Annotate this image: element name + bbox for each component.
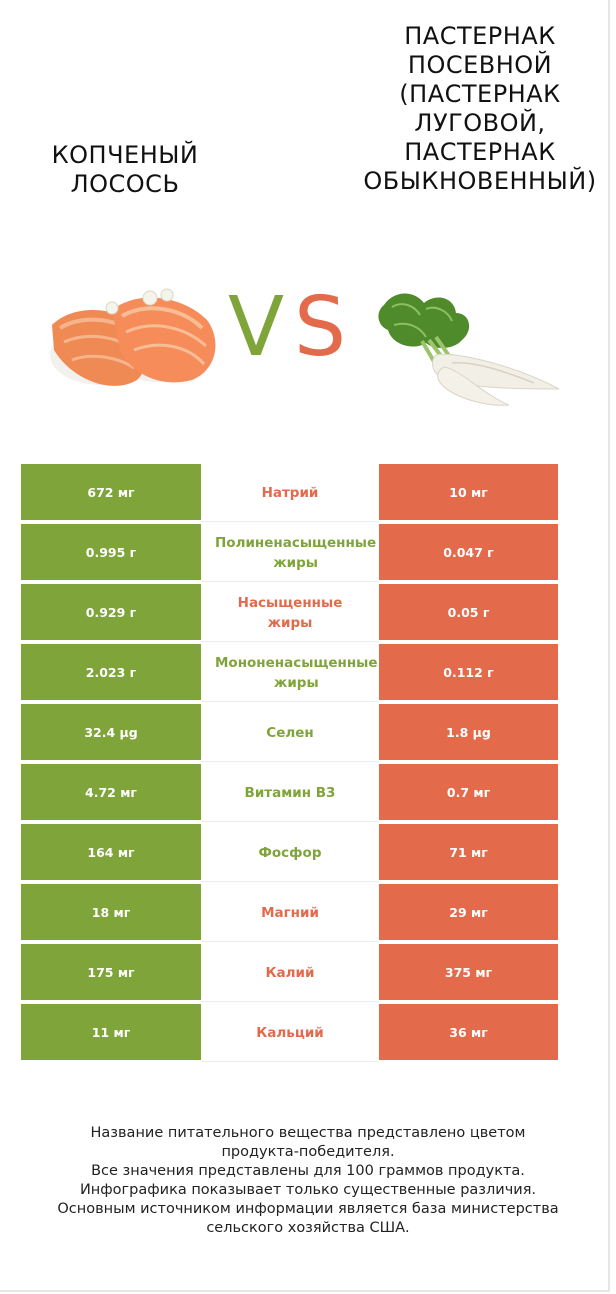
nutrient-label: Мононенасыщенные жиры — [215, 653, 378, 693]
left-value: 4.72 мг — [21, 764, 201, 822]
nutrient-name: Фосфор — [201, 824, 379, 882]
right-title-line: (Пастернак — [399, 80, 561, 108]
right-value: 0.7 мг — [379, 764, 558, 822]
nutrient-name: Витамин B3 — [201, 764, 379, 822]
nutrient-name: Кальций — [201, 1004, 379, 1062]
nutrient-name: Селен — [201, 704, 379, 762]
nutrient-label: Селен — [266, 724, 314, 741]
footer-line: сельского хозяйства США. — [206, 1220, 410, 1236]
nutrient-label-line: Мононенасыщенные — [215, 654, 378, 671]
left-value: 32.4 µg — [21, 704, 201, 762]
left-value: 0.995 г — [21, 524, 201, 582]
right-value: 375 мг — [379, 944, 558, 1002]
vs-label: V S — [228, 280, 358, 375]
right-value: 36 мг — [379, 1004, 558, 1062]
right-value: 0.047 г — [379, 524, 558, 582]
right-value: 0.112 г — [379, 644, 558, 702]
nutrient-label: Насыщенные жиры — [238, 593, 343, 633]
nutrient-label-line: Полиненасыщенные — [215, 534, 377, 551]
nutrient-label: Кальций — [256, 1024, 324, 1041]
parsnip-image — [378, 293, 560, 406]
nutrient-label-line: жиры — [267, 614, 313, 631]
comparison-table: 672 мг Натрий 10 мг 0.995 г Полиненасыще… — [21, 464, 558, 1064]
left-food-title: копченый лосось — [51, 141, 199, 198]
left-value: 672 мг — [21, 464, 201, 522]
nutrient-name: Магний — [201, 884, 379, 942]
table-row: 175 мг Калий 375 мг — [21, 944, 558, 1004]
table-row: 18 мг Магний 29 мг — [21, 884, 558, 944]
nutrient-name: Полиненасыщенные жиры — [201, 524, 379, 582]
left-value: 11 мг — [21, 1004, 201, 1062]
nutrient-label-line: жиры — [273, 674, 319, 691]
right-title-line: обыкновенный) — [363, 167, 597, 195]
footer-line: Инфографика показывает только существенн… — [79, 1182, 537, 1198]
right-title-line: Пастернак — [404, 22, 556, 50]
right-title-line: Пастернак — [404, 138, 556, 166]
nutrient-label-line: Насыщенные — [237, 594, 343, 611]
left-value: 18 мг — [21, 884, 201, 942]
vs-v: V — [228, 280, 285, 375]
table-row: 32.4 µg Селен 1.8 µg — [21, 704, 558, 764]
footer-line: продукта-победителя. — [221, 1144, 395, 1160]
footer-line: Все значения представлены для 100 граммо… — [91, 1163, 525, 1179]
table-row: 672 мг Натрий 10 мг — [21, 464, 558, 524]
right-title-line: посевной — [407, 51, 553, 79]
nutrient-name: Насыщенные жиры — [201, 584, 379, 642]
table-row: 4.72 мг Витамин B3 0.7 мг — [21, 764, 558, 824]
footer-notes: Название питательного вещества представл… — [20, 1124, 596, 1238]
table-row: 2.023 г Мононенасыщенные жиры 0.112 г — [21, 644, 558, 704]
right-food-title: Пастернак посевной (Пастернак луговой, П… — [344, 22, 616, 196]
right-value: 0.05 г — [379, 584, 558, 642]
nutrient-label: Витамин B3 — [244, 784, 336, 801]
table-row: 164 мг Фосфор 71 мг — [21, 824, 558, 884]
nutrient-label: Магний — [261, 904, 319, 921]
table-row: 11 мг Кальций 36 мг — [21, 1004, 558, 1064]
left-value: 175 мг — [21, 944, 201, 1002]
nutrient-name: Калий — [201, 944, 379, 1002]
footer-line: Название питательного вещества представл… — [90, 1125, 526, 1141]
table-row: 0.995 г Полиненасыщенные жиры 0.047 г — [21, 524, 558, 584]
nutrient-label: Полиненасыщенные жиры — [215, 533, 376, 573]
right-value: 71 мг — [379, 824, 558, 882]
right-value: 10 мг — [379, 464, 558, 522]
left-value: 2.023 г — [21, 644, 201, 702]
smoked-salmon-image — [50, 288, 216, 386]
vs-s: S — [294, 280, 347, 375]
nutrient-label-line: жиры — [273, 554, 318, 571]
footer-line: Основным источником информации является … — [57, 1201, 559, 1217]
left-value: 0.929 г — [21, 584, 201, 642]
table-row: 0.929 г Насыщенные жиры 0.05 г — [21, 584, 558, 644]
right-title-line: луговой, — [414, 109, 546, 137]
right-value: 29 мг — [379, 884, 558, 942]
nutrient-label: Натрий — [261, 484, 319, 501]
nutrient-label: Фосфор — [258, 844, 322, 861]
left-value: 164 мг — [21, 824, 201, 882]
right-value: 1.8 µg — [379, 704, 558, 762]
nutrient-label: Калий — [265, 964, 315, 981]
nutrient-name: Мононенасыщенные жиры — [201, 644, 379, 702]
nutrient-name: Натрий — [201, 464, 379, 522]
